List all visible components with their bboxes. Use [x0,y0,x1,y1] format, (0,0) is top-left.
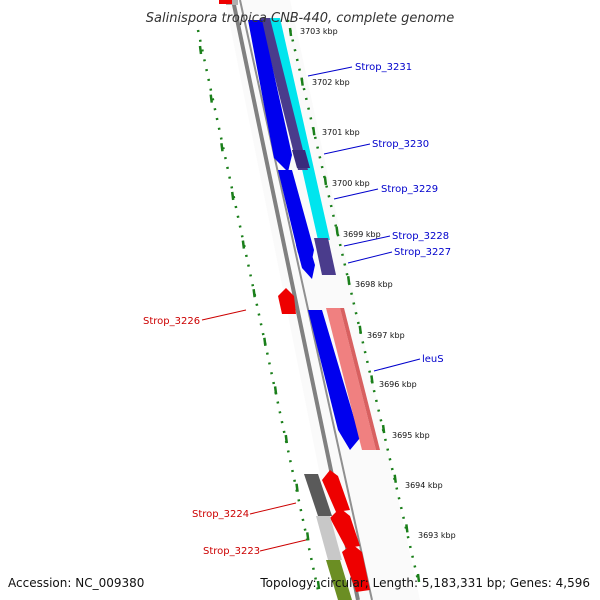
accession-text: Accession: NC_009380 [8,576,144,590]
scale-tick [346,276,351,285]
gene-label-strop-3224[interactable]: Strop_3224 [192,509,249,520]
scale-tick [295,483,299,492]
topology-text: Topology: circular; Length: 5,183,331 bp… [259,576,590,590]
scale-tick [405,524,409,533]
tick-label: 3701 kbp [322,128,360,137]
gene-label-strop-3223[interactable]: Strop_3223 [203,546,260,557]
map-title: Salinispora tropica CNB-440, complete ge… [146,11,454,26]
scale-tick [263,337,267,346]
reverse-cds-1 [322,470,350,512]
scale-tick [284,434,289,444]
pink-feature-edge [340,308,380,450]
gene-label-strop-3229[interactable]: Strop_3229 [381,184,438,195]
gene-label-strop-3230[interactable]: Strop_3230 [372,139,429,150]
tick-label: 3696 kbp [379,380,417,389]
inner-ticks [198,45,321,590]
tick-label: 3695 kbp [392,431,430,440]
gene-label-strop-3226[interactable]: Strop_3226 [143,316,200,327]
scale-tick [393,474,397,483]
forward-cds-leus [308,310,360,450]
top-red-feature [219,0,232,4]
gene-label-leus[interactable]: leuS [422,354,444,365]
scale-tick [273,386,278,395]
gene-labels: Strop_3231 Strop_3230 Strop_3229 Strop_3… [143,62,451,557]
scale-tick [220,143,224,152]
scale-tick [306,532,310,541]
scale-tick [312,127,316,136]
light-gray-feature [316,516,342,560]
tick-label: 3699 kbp [343,230,381,239]
backbone-outer [239,0,373,600]
forward-cds-2 [278,170,314,265]
gene-label-strop-3227[interactable]: Strop_3227 [394,247,451,258]
kbp-labels: 3703 kbp 3702 kbp 3701 kbp 3700 kbp 3699… [300,27,456,540]
scale-tick [370,375,374,384]
dark-feature-strop-3227 [314,238,336,275]
scale-tick [416,573,421,583]
scale-tick [198,45,203,55]
reverse-cds-strop-3226 [278,288,296,314]
outer-ticks [288,27,421,583]
tick-label: 3703 kbp [300,27,338,36]
tick-label: 3700 kbp [332,179,370,188]
forward-cds-3 [296,245,315,279]
scale-tick [323,176,328,186]
dark-feature-strop-3230 [260,18,308,170]
scale-tick [230,191,235,201]
reverse-cds-3 [342,544,370,592]
gray-feature-strop-3224 [304,474,332,516]
scale-tick [335,226,339,235]
tick-label: 3698 kbp [355,280,393,289]
pink-feature [326,308,376,450]
scale-tick [241,240,246,249]
scale-tick [358,325,363,334]
scale-tick [288,27,293,37]
scale-tick [381,424,386,434]
dark-feature-block [292,150,310,168]
gene-label-strop-3228[interactable]: Strop_3228 [392,231,449,242]
forward-cds-1 [248,20,292,172]
reverse-cds-2 [330,508,360,548]
gene-label-strop-3231[interactable]: Strop_3231 [355,62,412,73]
scale-tick [209,94,213,103]
tick-label: 3702 kbp [312,78,350,87]
scale-tick [316,580,321,590]
tick-label: 3697 kbp [367,331,405,340]
tick-label: 3694 kbp [405,481,443,490]
olive-feature [326,560,352,600]
tick-label: 3693 kbp [418,531,456,540]
scale-tick [300,77,304,86]
gene-leader-lines [201,66,421,552]
scale-tick [252,289,256,298]
